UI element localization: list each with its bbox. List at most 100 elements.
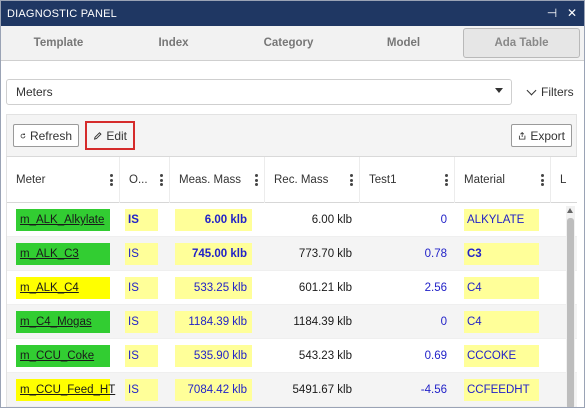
edit-button[interactable]: Edit bbox=[90, 124, 130, 147]
table-selector-value: Meters bbox=[16, 85, 53, 99]
material-value-cell[interactable]: CCCOKE bbox=[455, 339, 551, 373]
column-header-material[interactable]: Material bbox=[455, 157, 551, 203]
test1-value-cell[interactable]: 2.56 bbox=[360, 271, 455, 305]
meter-link[interactable]: m_CCU_Feed_HT bbox=[16, 379, 115, 401]
column-header-meas-mass[interactable]: Meas. Mass bbox=[170, 157, 265, 203]
o-value-cell[interactable]: IS bbox=[120, 237, 170, 271]
vertical-scrollbar[interactable] bbox=[566, 206, 575, 407]
meter-link[interactable]: m_C4_Mogas bbox=[16, 311, 110, 333]
column-menu-icon[interactable] bbox=[110, 174, 113, 186]
o-value: IS bbox=[125, 311, 158, 333]
column-header-rec-mass[interactable]: Rec. Mass bbox=[265, 157, 360, 203]
meas-mass-value-cell[interactable]: 7084.42 klb bbox=[170, 373, 265, 407]
test1-value: 0.78 bbox=[424, 248, 447, 260]
table-row[interactable]: m_ALK_Alkylate IS 6.00 klb 6.00 klb 0 ALKYLAT… bbox=[7, 203, 577, 237]
column-menu-icon[interactable] bbox=[255, 174, 258, 186]
column-header-test1[interactable]: Test1 bbox=[360, 157, 455, 203]
o-value-cell[interactable]: IS bbox=[120, 271, 170, 305]
column-menu-icon[interactable] bbox=[350, 174, 353, 186]
meter-link[interactable]: m_ALK_C4 bbox=[16, 277, 110, 299]
column-menu-icon[interactable] bbox=[445, 174, 448, 186]
close-icon[interactable]: ✕ bbox=[566, 6, 578, 20]
test1-value-cell[interactable]: 0 bbox=[360, 203, 455, 237]
data-table: Meter O... Meas. Mass Rec. Mass Test1 Ma… bbox=[6, 156, 577, 407]
column-header-meter[interactable]: Meter bbox=[7, 157, 120, 203]
meas-mass-value: 535.90 klb bbox=[175, 345, 252, 367]
rec-mass-value-cell[interactable]: 1184.39 klb bbox=[265, 305, 360, 339]
export-icon bbox=[518, 131, 526, 140]
material-value: CCFEEDHT bbox=[464, 379, 539, 401]
o-value-cell[interactable]: IS bbox=[120, 305, 170, 339]
tab-template[interactable]: Template bbox=[33, 37, 84, 49]
table-row[interactable]: m_ALK_C4 IS 533.25 klb 601.21 klb 2.56 C4 bbox=[7, 271, 577, 305]
table-selector-dropdown[interactable]: Meters bbox=[6, 79, 512, 105]
refresh-icon bbox=[20, 132, 26, 138]
material-value: C3 bbox=[464, 243, 539, 265]
scroll-up-arrow-icon[interactable] bbox=[567, 208, 573, 213]
meas-mass-value-cell[interactable]: 1184.39 klb bbox=[170, 305, 265, 339]
pin-icon[interactable]: ⊣ bbox=[546, 6, 558, 20]
tab-category[interactable]: Category bbox=[263, 37, 314, 49]
material-value: C4 bbox=[464, 311, 539, 333]
meas-mass-value: 745.00 klb bbox=[175, 243, 252, 265]
test1-value-cell[interactable]: -4.56 bbox=[360, 373, 455, 407]
material-value-cell[interactable]: C4 bbox=[455, 305, 551, 339]
column-header-l[interactable]: L bbox=[560, 174, 567, 186]
refresh-button[interactable]: Refresh bbox=[13, 124, 79, 147]
column-menu-icon[interactable] bbox=[160, 174, 163, 186]
test1-value: 0 bbox=[440, 214, 447, 226]
rec-mass-value-cell[interactable]: 773.70 klb bbox=[265, 237, 360, 271]
tab-ada-table[interactable]: Ada Table bbox=[463, 28, 580, 58]
material-value-cell[interactable]: C4 bbox=[455, 271, 551, 305]
meas-mass-value: 533.25 klb bbox=[175, 277, 252, 299]
meter-link-cell[interactable]: m_CCU_Feed_HT bbox=[7, 373, 120, 407]
meter-link-cell[interactable]: m_ALK_Alkylate bbox=[7, 203, 120, 237]
title-bar: DIAGNOSTIC PANEL ⊣ ✕ bbox=[1, 1, 584, 26]
meter-link-cell[interactable]: m_CCU_Coke bbox=[7, 339, 120, 373]
o-value: IS bbox=[125, 209, 158, 231]
material-value-cell[interactable]: ALKYLATE bbox=[455, 203, 551, 237]
test1-value-cell[interactable]: 0 bbox=[360, 305, 455, 339]
table-row[interactable]: m_CCU_Coke IS 535.90 klb 543.23 klb 0.69 CCCO… bbox=[7, 339, 577, 373]
o-value: IS bbox=[125, 345, 158, 367]
test1-value-cell[interactable]: 0.78 bbox=[360, 237, 455, 271]
tab-index[interactable]: Index bbox=[158, 37, 189, 49]
rec-mass-value-cell[interactable]: 6.00 klb bbox=[265, 203, 360, 237]
o-value-cell[interactable]: IS bbox=[120, 203, 170, 237]
meter-link-cell[interactable]: m_C4_Mogas bbox=[7, 305, 120, 339]
o-value-cell[interactable]: IS bbox=[120, 373, 170, 407]
meas-mass-value-cell[interactable]: 745.00 klb bbox=[170, 237, 265, 271]
rec-mass-value-cell[interactable]: 543.23 klb bbox=[265, 339, 360, 373]
meter-link-cell[interactable]: m_ALK_C4 bbox=[7, 271, 120, 305]
chevron-down-icon bbox=[526, 85, 537, 95]
o-value-cell[interactable]: IS bbox=[120, 339, 170, 373]
rec-mass-value-cell[interactable]: 601.21 klb bbox=[265, 271, 360, 305]
edit-label: Edit bbox=[106, 128, 127, 143]
material-value-cell[interactable]: CCFEEDHT bbox=[455, 373, 551, 407]
meter-link[interactable]: m_ALK_C3 bbox=[16, 243, 110, 265]
meter-link-cell[interactable]: m_ALK_C3 bbox=[7, 237, 120, 271]
meter-link[interactable]: m_ALK_Alkylate bbox=[16, 209, 110, 231]
meas-mass-value-cell[interactable]: 533.25 klb bbox=[170, 271, 265, 305]
meas-mass-value-cell[interactable]: 6.00 klb bbox=[170, 203, 265, 237]
test1-value-cell[interactable]: 0.69 bbox=[360, 339, 455, 373]
scrollbar-thumb[interactable] bbox=[567, 218, 574, 407]
column-header-o[interactable]: O... bbox=[120, 157, 170, 203]
table-row[interactable]: m_CCU_Feed_HT IS 7084.42 klb 5491.67 klb -4.… bbox=[7, 373, 577, 407]
test1-value: 0 bbox=[440, 316, 447, 328]
rec-mass-value-cell[interactable]: 5491.67 klb bbox=[265, 373, 360, 407]
rec-mass-value: 601.21 klb bbox=[298, 282, 352, 294]
rec-mass-value: 773.70 klb bbox=[298, 248, 352, 260]
meter-link[interactable]: m_CCU_Coke bbox=[16, 345, 110, 367]
filters-toggle[interactable]: Filters bbox=[526, 79, 574, 105]
export-label: Export bbox=[530, 128, 565, 143]
column-menu-icon[interactable] bbox=[541, 174, 544, 186]
tab-model[interactable]: Model bbox=[386, 37, 421, 49]
o-value: IS bbox=[125, 277, 158, 299]
table-row[interactable]: m_ALK_C3 IS 745.00 klb 773.70 klb 0.78 C3 bbox=[7, 237, 577, 271]
material-value-cell[interactable]: C3 bbox=[455, 237, 551, 271]
table-row[interactable]: m_C4_Mogas IS 1184.39 klb 1184.39 klb 0 C4 bbox=[7, 305, 577, 339]
export-button[interactable]: Export bbox=[511, 124, 572, 147]
meas-mass-value-cell[interactable]: 535.90 klb bbox=[170, 339, 265, 373]
